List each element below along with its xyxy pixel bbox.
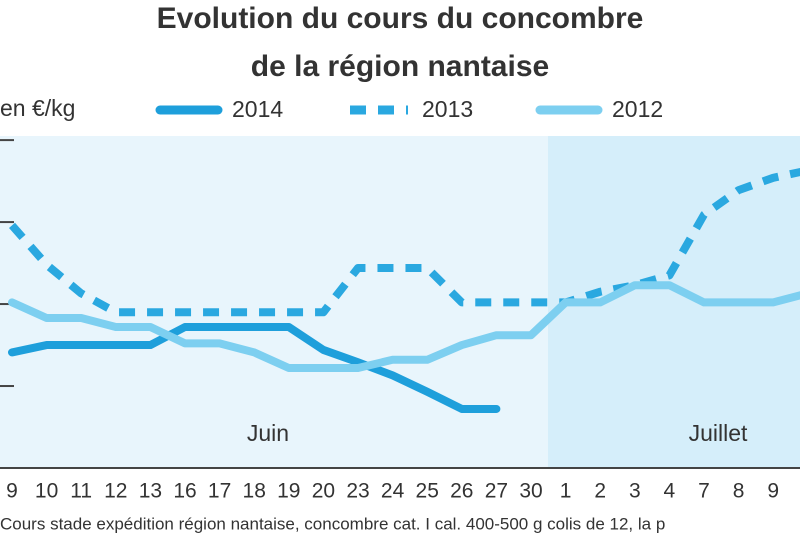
x-tick-label: 1 [560,480,572,503]
x-tick-label: 23 [346,480,369,503]
x-tick-label: 3 [629,480,641,503]
legend-label: 2014 [232,96,283,122]
x-tick-label: 30 [519,480,542,503]
x-tick-label: 7 [698,480,710,503]
x-tick-label: 9 [6,480,18,503]
month-label: Juin [247,420,289,446]
x-tick-label: 11 [70,480,92,503]
x-tick-label: 13 [139,480,162,503]
series-line [8,323,501,413]
legend-label: 2012 [612,96,663,122]
x-tick-label: 20 [312,480,335,503]
legend-label: 2013 [422,96,473,122]
x-tick-label: 2 [594,480,606,503]
month-label: Juillet [689,420,748,446]
series-line [8,168,800,317]
june-band [0,136,548,468]
series-line [8,281,800,372]
x-tick-label: 4 [664,480,676,503]
x-tick-label: 17 [208,480,231,503]
x-tick-label: 26 [450,480,473,503]
chart-title: de la région nantaise [251,50,549,83]
x-tick-label: 24 [381,480,405,503]
x-tick-label: 9 [767,480,779,503]
x-tick-label: 18 [243,480,266,503]
x-tick-label: 12 [104,480,127,503]
x-tick-label: 25 [416,480,439,503]
x-tick-label: 16 [173,480,196,503]
x-tick-label: 10 [35,480,58,503]
chart-title: Evolution du cours du concombre [157,2,644,35]
y-axis-label: en €/kg [0,95,75,121]
x-tick-label: 8 [733,480,745,503]
x-tick-label: 27 [485,480,508,503]
footnote: Cours stade expédition région nantaise, … [0,514,665,533]
x-tick-label: 19 [277,480,300,503]
